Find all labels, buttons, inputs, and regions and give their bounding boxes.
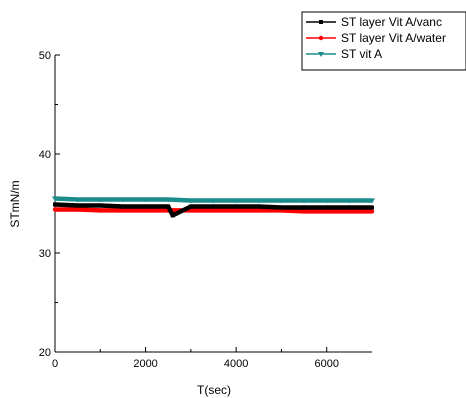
x-axis-title: T(sec)	[197, 383, 231, 397]
ticks-layer: 0 2000 4000 6000 20 30 40 50	[39, 50, 339, 370]
series-layer	[52, 196, 375, 218]
data-point	[278, 198, 285, 204]
data-point	[53, 202, 57, 207]
series-1	[53, 202, 374, 218]
data-point	[52, 196, 58, 202]
data-point	[302, 205, 307, 210]
data-point	[210, 198, 217, 204]
y-tick-label: 30	[39, 248, 51, 260]
data-point	[165, 197, 172, 203]
data-point	[256, 204, 261, 209]
data-point	[347, 209, 352, 214]
legend-label: ST layer Vit A/vanc	[341, 15, 442, 29]
data-point	[255, 198, 262, 204]
data-point	[324, 205, 329, 210]
data-point	[188, 204, 193, 209]
legend-label: ST layer Vit A/water	[341, 31, 446, 45]
data-point	[98, 208, 103, 213]
data-point	[279, 205, 284, 210]
legend: ST layer Vit A/vanc ST layer Vit A/water S…	[301, 11, 466, 71]
data-point	[119, 197, 126, 203]
data-point	[97, 197, 104, 203]
data-point	[143, 208, 148, 213]
data-point	[211, 208, 216, 213]
data-point	[166, 204, 171, 209]
x-tick-label: 6000	[314, 358, 338, 370]
data-point	[324, 209, 329, 214]
data-point	[74, 197, 81, 203]
data-point	[234, 204, 239, 209]
data-point	[301, 209, 307, 214]
y-axis-title: STmN/m	[8, 180, 22, 227]
data-point	[52, 207, 58, 212]
data-point	[233, 198, 240, 204]
data-point	[369, 198, 375, 204]
data-point	[143, 204, 148, 209]
data-point	[369, 209, 375, 214]
y-tick-label: 50	[39, 50, 51, 62]
data-point	[120, 204, 125, 209]
y-tick-label: 20	[39, 347, 51, 359]
series-3	[52, 196, 375, 204]
legend-label: ST vit A	[341, 47, 382, 61]
data-point	[323, 198, 330, 204]
x-tick-label: 2000	[133, 358, 157, 370]
legend-marker	[319, 20, 323, 24]
series-line	[54, 202, 372, 218]
data-point	[170, 213, 175, 218]
data-point	[211, 204, 216, 209]
data-point	[233, 208, 239, 213]
data-point	[256, 208, 261, 213]
x-tick-label: 4000	[224, 358, 248, 370]
legend-marker	[318, 35, 324, 41]
data-point	[142, 197, 149, 203]
legend-marker	[318, 52, 324, 57]
data-point	[187, 198, 194, 204]
data-point	[75, 207, 80, 212]
data-point	[120, 208, 126, 213]
data-point	[370, 205, 374, 210]
data-point	[98, 203, 103, 208]
data-point	[75, 203, 80, 208]
x-tick-label: 0	[52, 358, 58, 370]
data-point	[347, 205, 352, 210]
data-point	[301, 198, 308, 204]
data-point	[346, 198, 353, 204]
y-tick-label: 40	[39, 149, 51, 161]
